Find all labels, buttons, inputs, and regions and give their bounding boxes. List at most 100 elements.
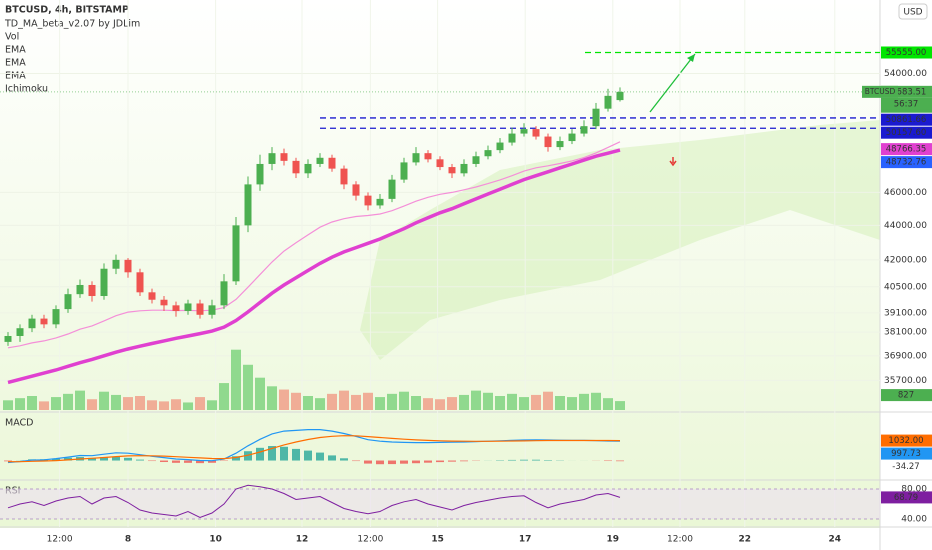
macd-histogram (136, 459, 145, 461)
candle-body (292, 160, 300, 174)
candle-body (424, 153, 432, 160)
y-tick-label: 40500.00 (884, 282, 927, 292)
currency-button[interactable] (898, 3, 928, 20)
macd-histogram (304, 450, 313, 461)
volume-bar (387, 393, 398, 410)
macd-histogram (4, 460, 13, 462)
volume-bar (63, 393, 74, 410)
candle-body (532, 129, 540, 137)
candle-body (592, 108, 600, 127)
candle-body (16, 328, 24, 336)
volume-bar (530, 394, 541, 410)
indicator-label: TD_MA_beta_v2.07 by JDLim (4, 19, 140, 30)
volume-bar (195, 397, 206, 410)
candle-body (316, 157, 324, 164)
pane-title: MACD (5, 418, 33, 429)
candle-body (496, 142, 504, 151)
volume-bar (231, 349, 242, 410)
candle-body (280, 153, 288, 161)
volume-bar (411, 396, 422, 410)
macd-line (8, 435, 621, 463)
candle-body (616, 91, 624, 101)
volume-bar (363, 392, 374, 410)
macd-histogram (507, 459, 516, 461)
y-tick-label: 46000.00 (884, 188, 927, 198)
macd-histogram (64, 457, 73, 461)
volume-bar (339, 390, 350, 410)
candle-body (580, 126, 588, 134)
candle-body (484, 150, 492, 157)
symbol-title: BTCUSD, 4h, BITSTAMP (5, 5, 129, 16)
volume-bar (87, 399, 98, 410)
macd-histogram (352, 460, 361, 462)
candle-body (76, 284, 84, 295)
x-tick-label: 22 (739, 535, 752, 545)
volume-bar (614, 401, 625, 410)
macd-hist-label: -34.27 (892, 462, 919, 472)
x-tick-label: 8 (125, 535, 131, 545)
price-label: 48766.35 (886, 145, 927, 155)
volume-bar (590, 392, 601, 410)
candle-body (448, 167, 456, 174)
y-tick-label: 38100.00 (884, 328, 927, 338)
candle-body (352, 184, 360, 196)
volume-bar (482, 392, 493, 410)
candle-body (28, 318, 36, 329)
indicator-label: EMA (5, 45, 26, 56)
volume-bar (399, 391, 410, 410)
volume-bar (351, 394, 362, 410)
volume-bar (267, 386, 278, 410)
x-tick-label: 12:00 (357, 535, 383, 545)
volume-bar (147, 400, 158, 410)
macd-histogram (543, 460, 552, 461)
rsi-tick-label: 40.00 (901, 515, 927, 525)
rsi-tick-label: 80.00 (901, 485, 927, 495)
candle-body (52, 309, 60, 325)
candle-body (88, 284, 96, 297)
candle-body (520, 129, 528, 134)
macd-histogram (424, 460, 433, 463)
macd-hist-label-box (881, 460, 932, 473)
macd-histogram (112, 456, 121, 461)
symbol-tag-label: BTCUSD (865, 87, 896, 96)
volume-bar (566, 397, 577, 410)
volume-bar (435, 399, 445, 410)
indicator-label: Vol (5, 32, 19, 43)
volume-label: 827 (898, 391, 914, 401)
y-tick-label: 44000.00 (884, 221, 927, 231)
macd-histogram (436, 460, 444, 463)
volume-bar (183, 402, 194, 410)
volume-bar (219, 383, 230, 410)
macd-histogram (459, 460, 468, 462)
candle-body (112, 259, 120, 269)
indicator-label: EMA (5, 58, 26, 69)
plot-background (0, 0, 880, 528)
candle-body (460, 163, 468, 174)
price-label: 48732.76 (886, 158, 927, 168)
macd-histogram (340, 458, 349, 461)
macd-label-box (881, 447, 932, 460)
price-label-box (881, 156, 932, 169)
candle-body (244, 184, 252, 226)
candle-body (148, 292, 156, 300)
candle-body (184, 303, 192, 311)
macd-histogram (52, 458, 61, 461)
macd-histogram (148, 460, 157, 462)
x-tick-label: 10 (209, 535, 222, 545)
volume-bar (494, 396, 505, 410)
macd-histogram (160, 460, 169, 463)
macd-histogram (172, 460, 181, 463)
last-price: 52683.51 (886, 87, 927, 97)
candle-body (136, 272, 144, 293)
macd-histogram (100, 457, 109, 461)
ema-line (7, 141, 621, 349)
volume-bar (171, 399, 182, 410)
x-tick-label: 12:00 (667, 535, 693, 545)
rsi-line (7, 484, 621, 519)
ichimoku-cloud (360, 120, 880, 360)
volume-bar (207, 400, 218, 410)
rsi-band (0, 489, 880, 519)
macd-label: 997.73 (891, 449, 921, 459)
countdown-box (881, 97, 932, 110)
y-tick-label: 54000.00 (884, 69, 927, 79)
